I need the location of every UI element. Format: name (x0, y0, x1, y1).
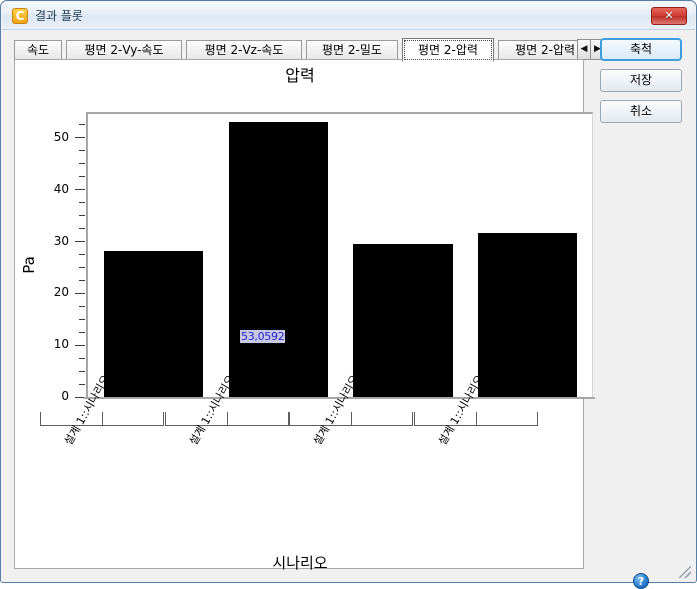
cancel-button[interactable]: 취소 (600, 100, 682, 123)
help-icon[interactable]: ? (633, 573, 649, 589)
x-tick-divider (102, 412, 103, 426)
save-button[interactable]: 저장 (600, 69, 682, 92)
y-tick (75, 241, 85, 243)
y-tick-minor (79, 254, 85, 255)
x-tick-divider (351, 412, 352, 426)
y-tick-minor (79, 176, 85, 178)
y-tick-minor (79, 279, 85, 281)
y-tick-minor (79, 370, 85, 372)
y-tick-minor (79, 124, 85, 126)
title-bar: C 결과 플롯 ✕ (2, 2, 695, 30)
y-tick (75, 189, 85, 191)
y-tick-minor (79, 215, 85, 217)
y-tick-minor (79, 228, 85, 230)
y-tick-label: 40 (53, 181, 69, 196)
tab-scroll-prev-icon[interactable]: ◀ (577, 39, 591, 60)
tab-plane2-pressure[interactable]: 평면 2-압력 (402, 38, 494, 62)
y-tick-label: 10 (53, 337, 69, 352)
bar[interactable] (478, 232, 577, 397)
resize-grip[interactable] (679, 566, 691, 578)
x-axis-label: 시나리오 (272, 554, 328, 572)
scale-button[interactable]: 축척 (600, 38, 682, 61)
y-tick (75, 292, 85, 294)
x-tick-divider (227, 412, 228, 426)
window-client-area: 속도 평면 2-Vy-속도 평면 2-Vz-속도 평면 2-밀도 평면 2-압력… (2, 30, 695, 589)
bar[interactable] (353, 243, 453, 397)
bar[interactable] (229, 122, 328, 397)
chart-title: 압력 (285, 66, 315, 85)
y-tick-label: 30 (53, 233, 69, 248)
bar-value-label[interactable]: 53,0592 (240, 330, 286, 343)
y-tick (75, 396, 85, 398)
window-title: 결과 플롯 (35, 9, 83, 23)
y-tick-minor (79, 318, 85, 320)
y-tick-minor (79, 202, 85, 204)
y-tick-minor (79, 163, 85, 165)
close-button[interactable]: ✕ (651, 7, 687, 25)
y-tick-minor (79, 383, 85, 385)
y-tick-minor (79, 357, 85, 359)
tab-plane2-vy-velocity[interactable]: 평면 2-Vy-속도 (66, 40, 182, 60)
plot-area (86, 112, 593, 397)
y-tick-label: 50 (53, 129, 69, 144)
tab-plane2-vz-velocity[interactable]: 평면 2-Vz-속도 (186, 40, 302, 60)
tab-velocity[interactable]: 속도 (14, 40, 62, 60)
tab-plane2-density[interactable]: 평면 2-밀도 (306, 40, 398, 60)
tab-bar: 속도 평면 2-Vy-속도 평면 2-Vz-속도 평면 2-밀도 평면 2-압력… (14, 38, 618, 62)
x-tick-divider (476, 412, 477, 426)
y-tick-label: 20 (53, 285, 69, 300)
y-tick (75, 344, 85, 346)
app-icon: C (12, 8, 28, 24)
y-tick-label: 0 (61, 389, 69, 403)
y-tick-minor (79, 305, 85, 307)
y-tick-minor (79, 150, 85, 152)
y-tick-minor (79, 331, 85, 333)
y-tick-minor (79, 266, 85, 268)
y-tick (75, 137, 85, 139)
plot-panel: 압력 Pa 시나리오 0 10 20 30 40 50 설계 1::시나리오 1 설계 1:… (14, 59, 595, 572)
bar[interactable] (104, 250, 203, 397)
x-axis-line (84, 397, 595, 399)
